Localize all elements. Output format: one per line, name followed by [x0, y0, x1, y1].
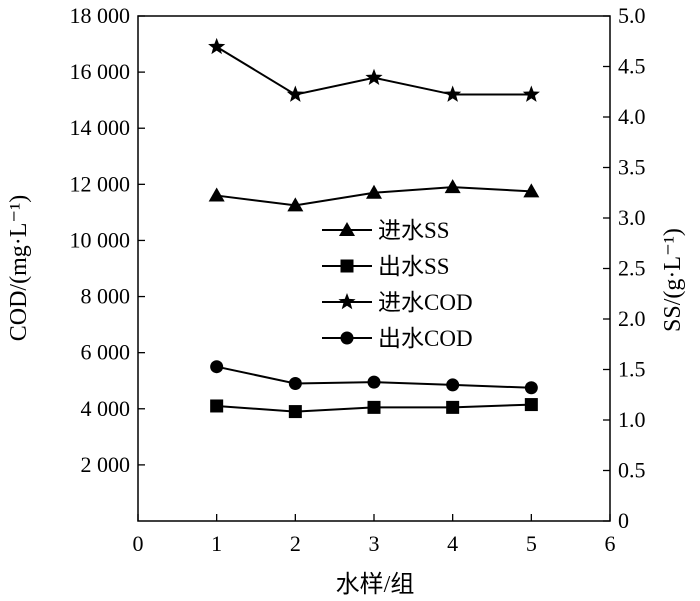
data-point-star	[522, 85, 540, 102]
series-square	[210, 398, 538, 419]
x-tick-label: 1	[211, 531, 222, 556]
y-left-tick-label: 6 000	[81, 340, 131, 365]
legend-marker-square	[340, 259, 354, 273]
x-tick-label: 0	[133, 531, 144, 556]
data-point-triangle	[366, 184, 382, 199]
legend-label: 出水COD	[378, 326, 473, 351]
data-point-square	[210, 399, 224, 413]
legend-label: 出水SS	[378, 254, 450, 279]
data-point-star	[444, 85, 462, 102]
legend: 进水SS 出水SS 进水COD 出水COD	[322, 218, 473, 351]
data-point-triangle	[208, 187, 225, 202]
data-point-square	[446, 400, 460, 414]
series-star	[208, 37, 540, 102]
y-right-tick-label: 0.5	[618, 458, 646, 483]
y-left-tick-label: 14 000	[70, 115, 131, 140]
data-point-star	[365, 68, 383, 85]
x-tick-label: 5	[526, 531, 537, 556]
y-axis-right-title: SS/(g·L⁻¹)	[660, 228, 686, 332]
x-tick-label: 4	[447, 531, 458, 556]
legend-item: 进水SS	[322, 218, 450, 243]
y-left-tick-label: 2 000	[81, 452, 131, 477]
y-left-tick-label: 4 000	[81, 396, 131, 421]
y-left-tick-label: 16 000	[70, 59, 131, 84]
y-right-tick-label: 3.0	[618, 205, 646, 230]
y-axis-left-title: COD/(mg·L⁻¹)	[6, 195, 32, 342]
y-right-tick-label: 2.0	[618, 306, 646, 331]
y-left-tick-label: 12 000	[70, 171, 131, 196]
data-point-star	[208, 37, 226, 55]
data-point-circle	[446, 378, 460, 392]
y-left-tick-label: 10 000	[70, 227, 131, 252]
legend-marker-circle	[340, 331, 354, 345]
y-right-tick-label: 0	[618, 508, 629, 533]
y-axis-left: 2 000 4 000 6 000 8 000 10 000 12 000 14 000 16…	[70, 3, 145, 477]
x-tick-label: 6	[605, 531, 616, 556]
legend-item: 出水SS	[322, 254, 450, 279]
x-tick-label: 2	[290, 531, 301, 556]
data-point-triangle	[287, 197, 304, 212]
legend-item: 出水COD	[322, 326, 473, 351]
data-point-square	[288, 405, 302, 419]
legend-label: 进水COD	[378, 290, 473, 315]
data-point-square	[524, 398, 538, 412]
x-axis: 0 1 2 3 4 5 6	[133, 514, 616, 556]
legend-marker-star	[338, 293, 356, 310]
series-triangle	[208, 179, 540, 212]
y-right-tick-label: 2.5	[618, 256, 646, 281]
y-right-tick-label: 1.5	[618, 357, 646, 382]
data-point-circle	[367, 375, 381, 389]
y-right-tick-label: 4.5	[618, 54, 646, 79]
y-axis-right: 0 0.5 1.0 1.5 2.0 2.5 3.0 3.5 4.0 4.5 5.0	[603, 3, 646, 533]
series-layer	[208, 37, 540, 419]
data-point-triangle	[523, 183, 540, 198]
x-axis-title: 水样/组	[336, 571, 415, 598]
y-right-tick-label: 5.0	[618, 3, 646, 28]
data-point-circle	[210, 360, 224, 374]
series-circle	[210, 360, 538, 395]
y-right-tick-label: 1.0	[618, 407, 646, 432]
legend-marker-triangle	[339, 222, 355, 236]
y-right-tick-label: 3.5	[618, 155, 646, 180]
data-point-triangle	[444, 179, 461, 194]
data-point-square	[367, 400, 381, 414]
data-point-circle	[288, 377, 302, 391]
legend-item: 进水COD	[322, 290, 473, 315]
y-left-tick-label: 8 000	[81, 284, 131, 309]
x-tick-label: 3	[369, 531, 380, 556]
y-right-tick-label: 4.0	[618, 104, 646, 129]
data-point-circle	[524, 381, 538, 395]
y-left-tick-label: 18 000	[70, 3, 131, 28]
data-point-star	[286, 85, 304, 102]
legend-label: 进水SS	[378, 218, 450, 243]
